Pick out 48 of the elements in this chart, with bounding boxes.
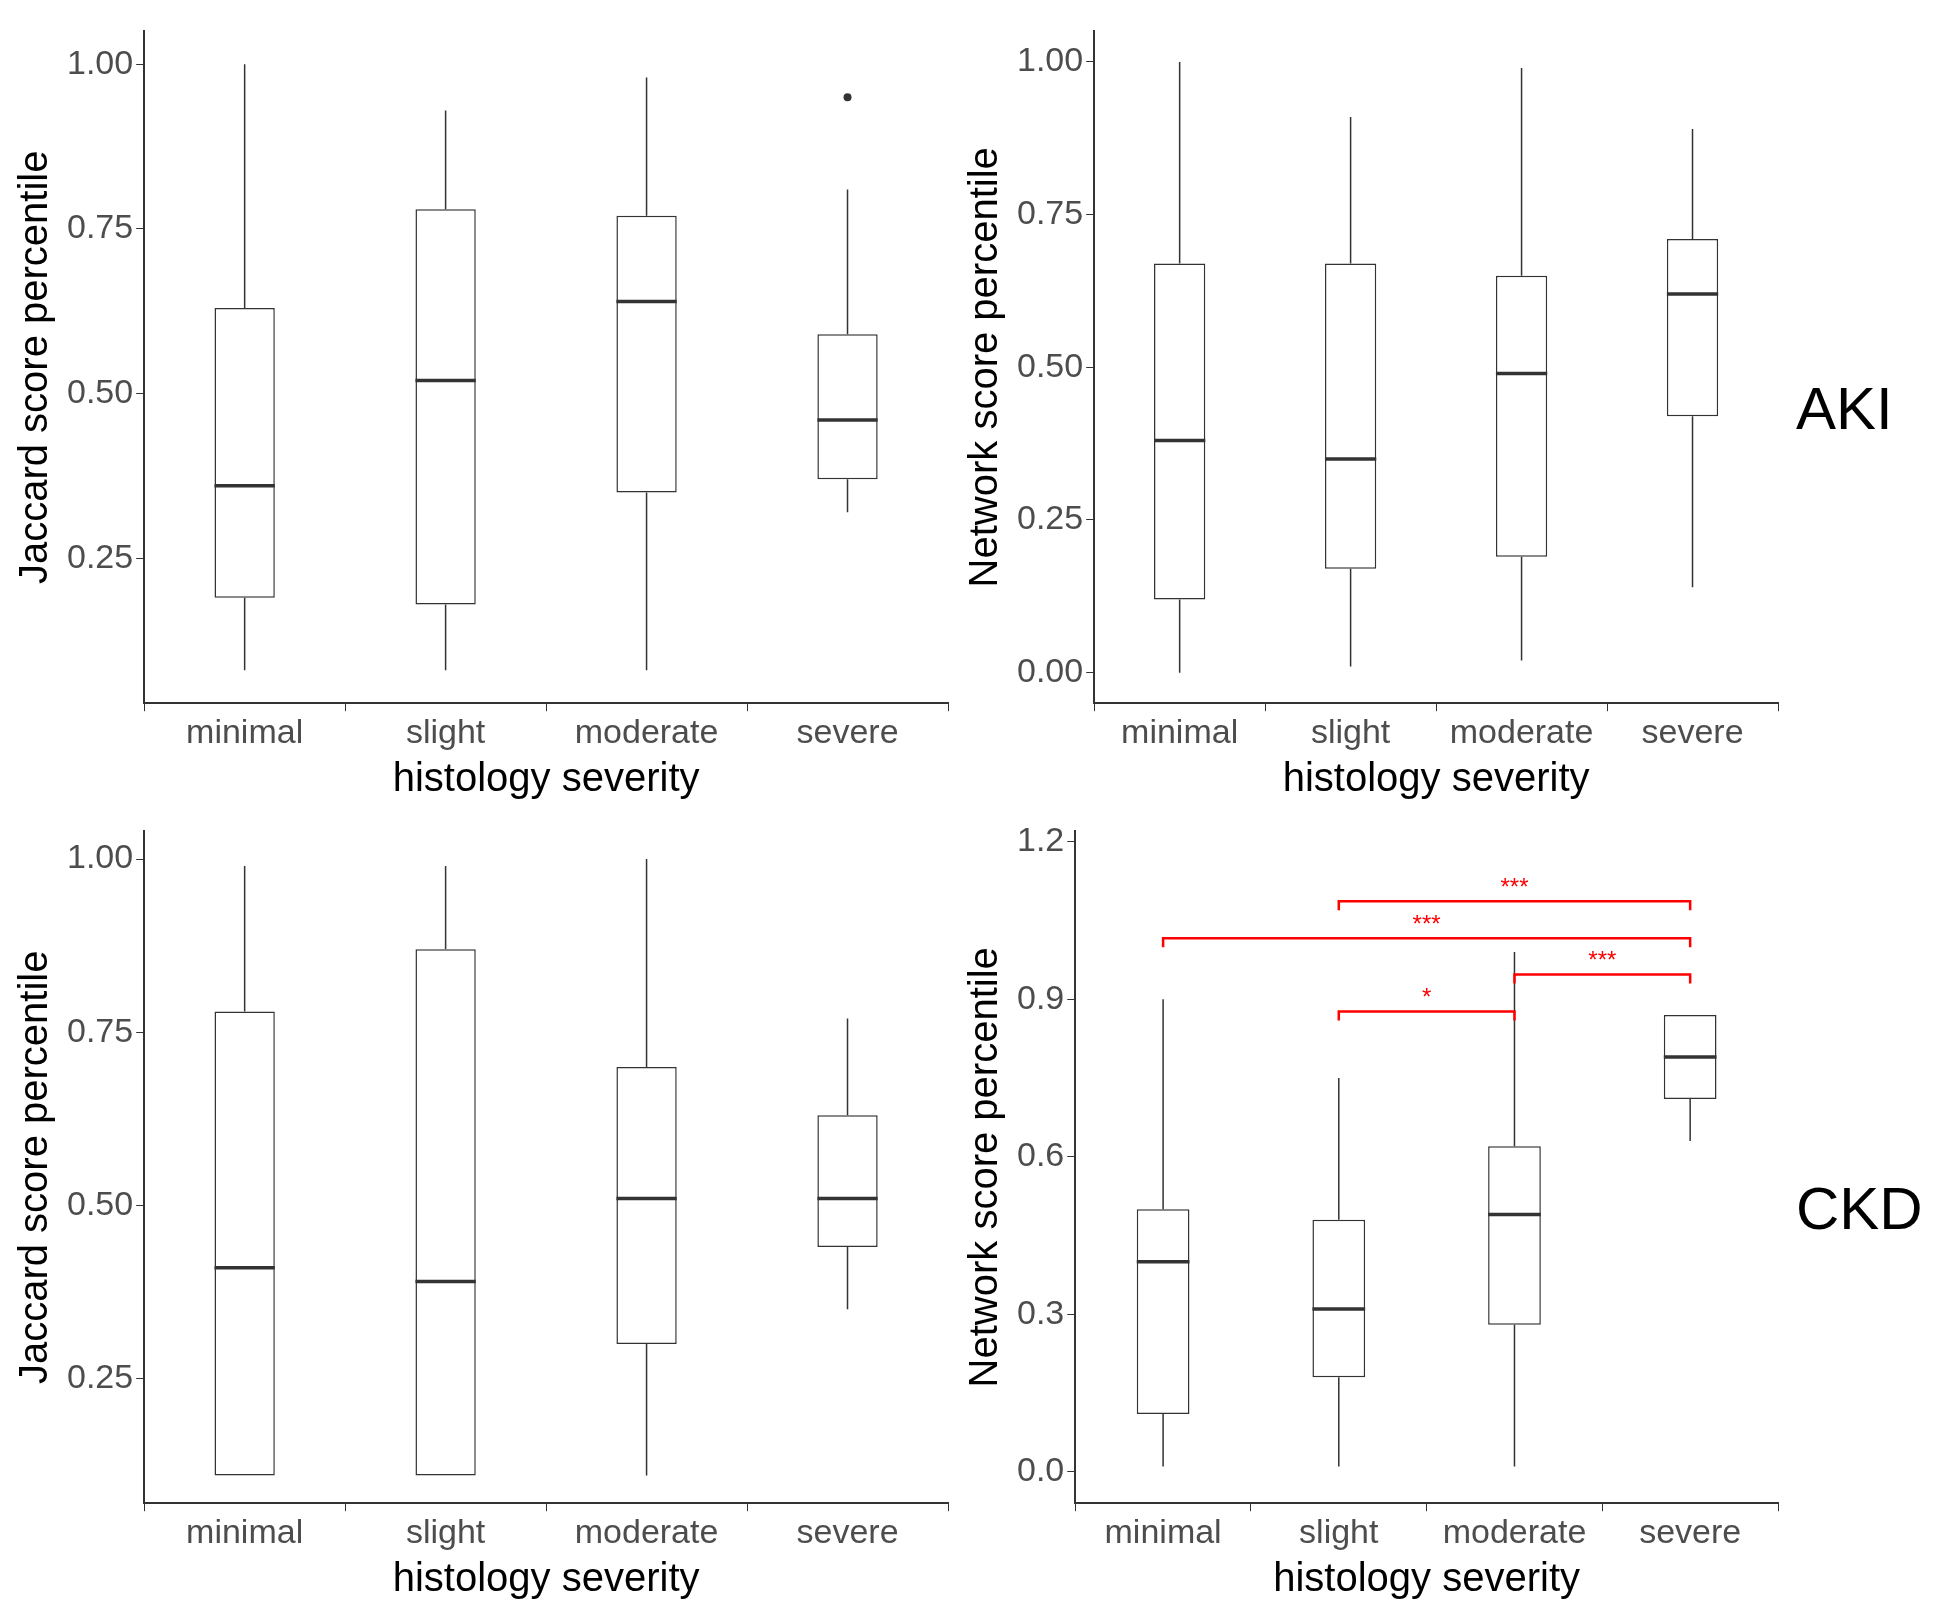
x-tick-label: minimal <box>1104 1511 1222 1550</box>
x-tick-label: moderate <box>1449 711 1594 750</box>
x-tick-label: moderate <box>1442 1511 1587 1550</box>
y-tick-label: 0.6 <box>1017 1135 1065 1174</box>
text: CKD <box>1796 1173 1923 1243</box>
y-tick-label: 0.00 <box>1016 651 1084 690</box>
y-tick-label: 0.3 <box>1017 1292 1065 1331</box>
y-tick-label: 0.75 <box>66 1010 134 1049</box>
y-tick-label: 0.25 <box>66 1356 134 1395</box>
y-tick-label: 1.2 <box>1017 820 1065 859</box>
y-tick-label: 0.0 <box>1017 1450 1065 1489</box>
x-axis-title: histology severity <box>392 1555 700 1600</box>
y-tick-label: 1.00 <box>66 42 134 81</box>
y-tick-label: 0.75 <box>1016 192 1084 231</box>
annotation: * <box>1421 983 1432 1011</box>
x-tick-label: severe <box>796 1511 899 1550</box>
y-axis-title: Jaccard score percentile <box>11 950 56 1385</box>
x-tick-label: moderate <box>574 1511 719 1550</box>
y-axis-title: Network score percentile <box>961 947 1006 1388</box>
x-tick-label: slight <box>405 1511 486 1550</box>
x-tick-label: slight <box>1299 1511 1380 1550</box>
x-tick-label: severe <box>1641 711 1744 750</box>
y-axis-title: Jaccard score percentile <box>11 150 56 585</box>
y-tick-label: 1.00 <box>66 837 134 876</box>
x-tick-label: slight <box>405 711 486 750</box>
x-tick-label: minimal <box>1121 711 1239 750</box>
y-tick-label: 0.25 <box>1016 498 1084 537</box>
annotation: *** <box>1412 909 1441 937</box>
x-tick-label: severe <box>796 711 899 750</box>
x-tick-label: minimal <box>186 1511 304 1550</box>
y-axis-title: Network score percentile <box>961 147 1006 588</box>
y-tick-label: 0.50 <box>66 1183 134 1222</box>
y-tick-label: 0.75 <box>66 207 134 246</box>
x-axis-title: histology severity <box>392 755 700 800</box>
text: AKI <box>1796 373 1893 443</box>
x-tick-label: slight <box>1310 711 1391 750</box>
y-tick-label: 0.25 <box>66 536 134 575</box>
y-tick-label: 0.9 <box>1017 977 1065 1016</box>
x-tick-label: severe <box>1639 1511 1742 1550</box>
annotation: *** <box>1588 946 1617 974</box>
annotation: *** <box>1500 872 1529 900</box>
x-axis-title: histology severity <box>1273 1555 1581 1600</box>
y-tick-label: 0.50 <box>1016 345 1084 384</box>
y-tick-label: 0.50 <box>66 372 134 411</box>
x-axis-title: histology severity <box>1282 755 1590 800</box>
y-tick-label: 1.00 <box>1016 40 1084 79</box>
x-tick-label: minimal <box>186 711 304 750</box>
x-tick-label: moderate <box>574 711 719 750</box>
